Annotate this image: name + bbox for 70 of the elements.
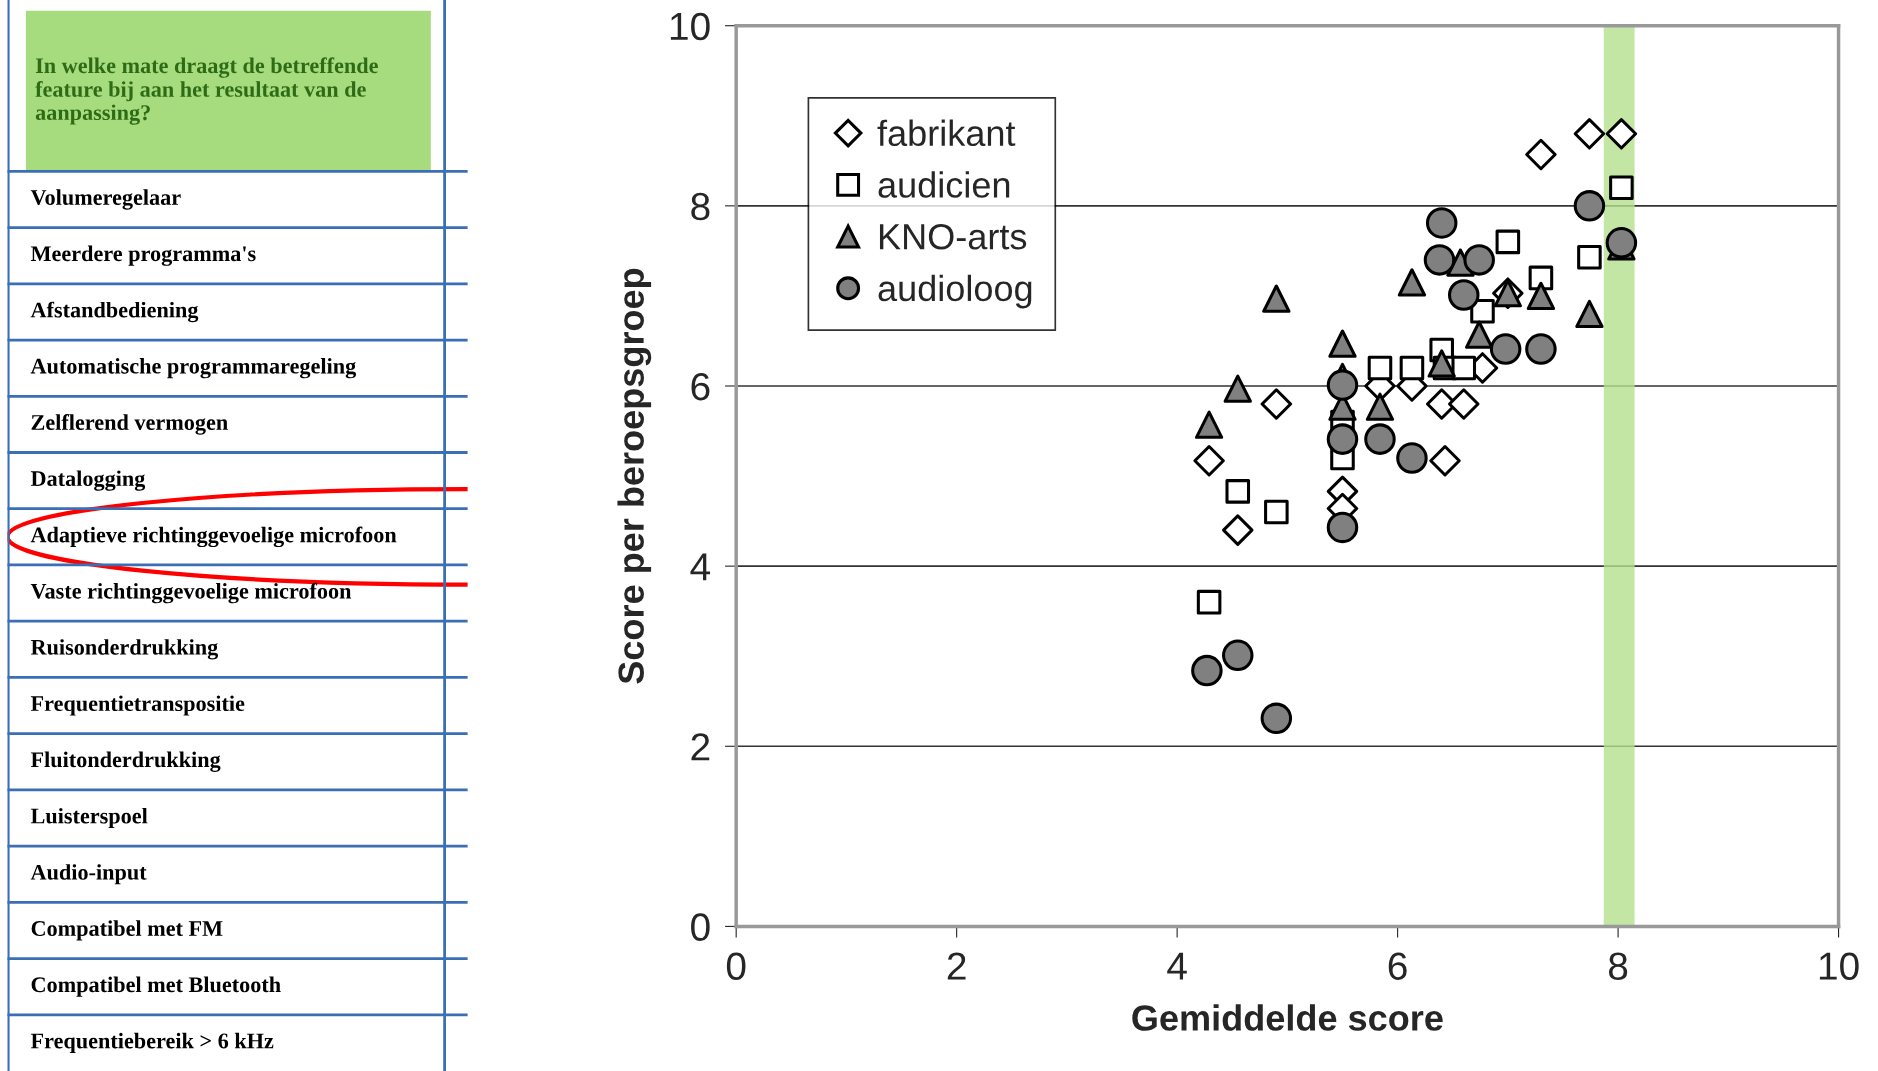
legend-label: audicien: [878, 171, 1010, 198]
y-tick-label: 6: [691, 372, 710, 401]
point: [1526, 281, 1556, 311]
text: Automatische programmaregeling: [30, 357, 356, 379]
point: [1451, 355, 1477, 381]
text: Ruisonderdrukking: [30, 639, 219, 660]
point: [1399, 355, 1425, 381]
text: Compatibel met FM: [31, 920, 223, 941]
point: [1427, 349, 1456, 378]
point: [1605, 118, 1638, 150]
point: [1365, 392, 1395, 421]
point: [1489, 333, 1522, 365]
point: [1465, 320, 1494, 349]
y-tick-label: 0: [691, 913, 710, 941]
text: Adaptieve richtinggevoelige microfoon: [30, 526, 397, 548]
point: [1328, 329, 1357, 358]
point: [1326, 369, 1359, 401]
point: [1525, 138, 1557, 171]
text: Luisterspoel: [30, 807, 148, 829]
legend-label: fabrikant: [877, 119, 1016, 147]
text: Vaste richtinggevoelige microfoon: [30, 582, 352, 604]
point: [1425, 207, 1458, 239]
y-tick-label: 10: [670, 12, 710, 41]
point: [1191, 654, 1223, 687]
text: Afstandbediening: [30, 301, 199, 323]
x-tick-label: 6: [1388, 952, 1407, 980]
text: Frequentietranspositie: [30, 695, 245, 716]
point: [1397, 268, 1427, 297]
text: Volumeregelaar: [30, 189, 181, 210]
y-tick-label: 8: [691, 192, 710, 221]
point: [1573, 118, 1606, 150]
point: [1463, 244, 1495, 276]
point: [1367, 355, 1393, 381]
x-tick-label: 4: [1167, 952, 1187, 980]
point: [1196, 589, 1222, 615]
point: [1423, 244, 1456, 276]
point: [1222, 514, 1254, 546]
text: In welke mate draagt de betreffende feature bij aan het resultaat van de aanpassing?: [35, 57, 378, 125]
point: [1364, 423, 1396, 455]
legend-label: KNO-arts: [879, 223, 1027, 250]
point: [1194, 410, 1224, 439]
point: [1495, 229, 1521, 255]
x-axis-title: Gemiddelde score: [1132, 1004, 1443, 1031]
point: [1573, 190, 1606, 222]
x-tick-label: 0: [726, 952, 746, 980]
x-tick-label: 10: [1819, 952, 1859, 980]
point: [1260, 702, 1293, 735]
point: [1223, 374, 1252, 403]
point: [1326, 511, 1359, 544]
point: [1222, 639, 1254, 672]
y-axis-title: Score per beroepsgroep: [617, 268, 652, 684]
text: Zelflerend vermogen: [31, 414, 228, 435]
x-tick-label: 8: [1608, 952, 1628, 980]
point: [1262, 284, 1291, 313]
point: [1525, 333, 1557, 365]
text: Frequentiebereik > 6 kHz: [30, 1032, 274, 1053]
point: [1326, 423, 1359, 455]
point: [1575, 299, 1604, 329]
text: Audio-input: [30, 864, 147, 885]
point: [1396, 442, 1428, 474]
legend-label: audioloog: [878, 274, 1032, 309]
text: Compatibel met Bluetooth: [31, 976, 281, 997]
y-tick-label: 2: [691, 733, 710, 761]
text: Meerdere programma's: [30, 245, 256, 266]
point: [1447, 279, 1480, 311]
text: Fluitonderdrukking: [30, 751, 221, 772]
y-tick-label: 4: [690, 553, 711, 581]
x-tick-label: 2: [947, 952, 966, 980]
point: [1609, 175, 1634, 201]
text: Datalogging: [30, 470, 146, 491]
